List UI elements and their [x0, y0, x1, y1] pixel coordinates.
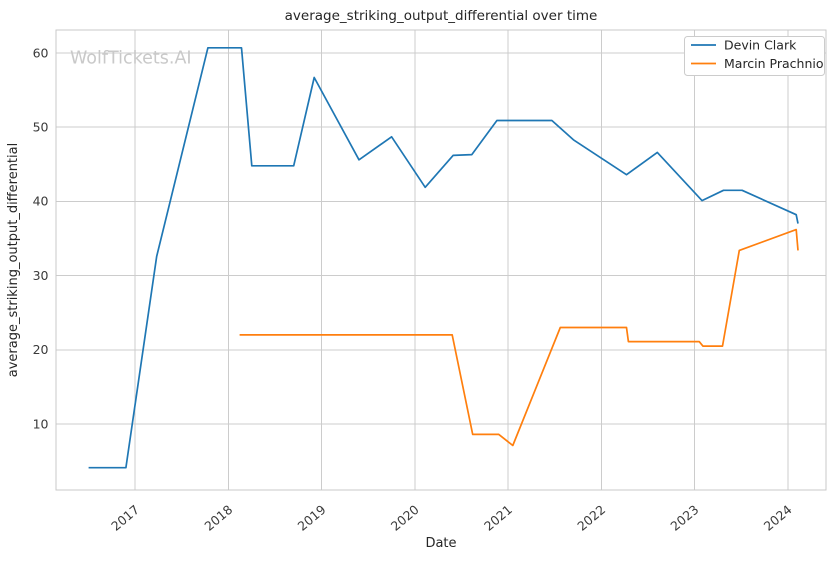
series-line-devin-clark	[88, 46, 799, 469]
y-tick-label: 20	[33, 342, 49, 357]
x-axis-label: Date	[425, 536, 456, 551]
watermark-text: WolfTickets.AI	[70, 49, 192, 69]
legend-label-marcin-prachnio: Marcin Prachnio	[724, 56, 824, 71]
legend: Devin Clark Marcin Prachnio	[684, 36, 825, 76]
series-line-marcin-prachnio	[239, 228, 799, 447]
y-tick-label: 60	[33, 45, 49, 60]
y-tick-label: 30	[33, 268, 49, 283]
series-layer	[88, 46, 799, 469]
legend-label-devin-clark: Devin Clark	[724, 38, 797, 53]
y-tick-label: 40	[33, 194, 49, 209]
legend-box	[684, 36, 825, 76]
y-axis-label: average_striking_output_differential	[6, 143, 21, 377]
plot-border	[55, 29, 827, 491]
y-tick-label: 50	[33, 119, 49, 134]
y-tick-label: 10	[33, 416, 49, 431]
chart-title: average_striking_output_differential ove…	[285, 8, 598, 24]
